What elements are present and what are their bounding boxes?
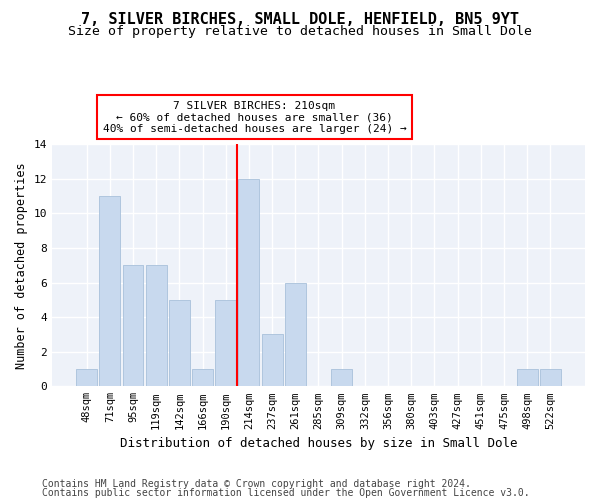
- Text: Contains HM Land Registry data © Crown copyright and database right 2024.: Contains HM Land Registry data © Crown c…: [42, 479, 471, 489]
- Text: 7, SILVER BIRCHES, SMALL DOLE, HENFIELD, BN5 9YT: 7, SILVER BIRCHES, SMALL DOLE, HENFIELD,…: [81, 12, 519, 28]
- Bar: [517, 369, 538, 386]
- Bar: [238, 179, 259, 386]
- Bar: [262, 334, 283, 386]
- Text: Size of property relative to detached houses in Small Dole: Size of property relative to detached ho…: [68, 25, 532, 38]
- X-axis label: Distribution of detached houses by size in Small Dole: Distribution of detached houses by size …: [120, 437, 517, 450]
- Bar: [540, 369, 561, 386]
- Text: Contains public sector information licensed under the Open Government Licence v3: Contains public sector information licen…: [42, 488, 530, 498]
- Bar: [76, 369, 97, 386]
- Bar: [169, 300, 190, 386]
- Bar: [331, 369, 352, 386]
- Bar: [215, 300, 236, 386]
- Bar: [285, 282, 306, 387]
- Text: 7 SILVER BIRCHES: 210sqm
← 60% of detached houses are smaller (36)
40% of semi-d: 7 SILVER BIRCHES: 210sqm ← 60% of detach…: [103, 100, 406, 134]
- Bar: [192, 369, 213, 386]
- Bar: [146, 266, 167, 386]
- Y-axis label: Number of detached properties: Number of detached properties: [15, 162, 28, 368]
- Bar: [100, 196, 120, 386]
- Bar: [122, 266, 143, 386]
